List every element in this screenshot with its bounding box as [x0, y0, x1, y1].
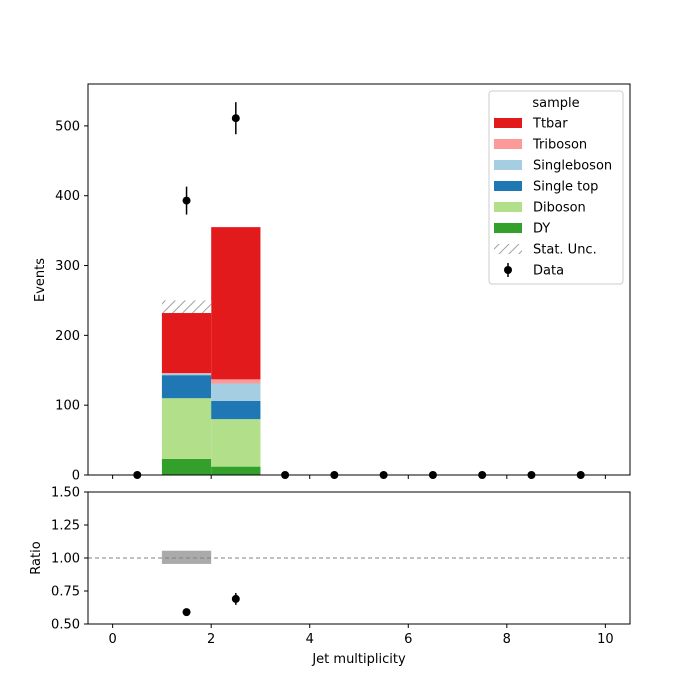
ratio-point-0	[182, 608, 191, 617]
bar-singleboson-bin-1	[161, 373, 212, 376]
bar-dy-bin-2	[211, 466, 261, 475]
ratio-frame	[87, 491, 631, 625]
ratio-x-ticks: 0 2 4 6 8 10	[108, 624, 614, 647]
legend-title: sample	[532, 96, 579, 111]
legend-label-data: Data	[533, 264, 564, 279]
ratio-y-axis-label: Ratio	[29, 541, 44, 574]
main-x-ticks	[112, 475, 606, 479]
stacked-bars	[161, 227, 261, 475]
ratio-y-tick-label-1.25: 1.25	[51, 519, 80, 534]
main-y-tick-label-0: 0	[72, 469, 80, 484]
main-y-tick-label-500: 500	[55, 119, 80, 134]
bar-diboson-bin-1	[161, 398, 212, 459]
legend-label-single-top: Single top	[533, 180, 598, 195]
legend-box	[488, 90, 624, 285]
legend-label-ttbar: Ttbar	[532, 117, 568, 132]
ratio-x-tick-label-8: 8	[503, 632, 511, 647]
ratio-x-tick-label-10: 10	[597, 632, 614, 647]
bar-single-top-bin-1	[161, 375, 212, 399]
main-y-tick-label-200: 200	[55, 329, 80, 344]
data-point-2	[231, 114, 240, 123]
main-y-ticks: 0 100 200 300 400 500	[55, 119, 88, 484]
main-y-tick-label-300: 300	[55, 259, 80, 274]
main-frame	[87, 83, 631, 476]
bar-diboson-bin-2	[211, 419, 261, 467]
legend-entries: Ttbar Triboson Singleboson Single top Diboso…	[494, 117, 612, 279]
bar-single-top-bin-2	[211, 400, 261, 420]
ratio-x-tick-label-6: 6	[404, 632, 412, 647]
main-y-tick-label-400: 400	[55, 189, 80, 204]
legend-swatch-dy	[494, 223, 522, 233]
bar-triboson-bin-2	[211, 379, 261, 384]
ratio-uncertainty-band	[161, 550, 212, 564]
bar-ttbar-bin-1	[161, 313, 212, 374]
ratio-y-tick-label-0.75: 0.75	[51, 585, 80, 600]
legend-label-singleboson: Singleboson	[533, 159, 612, 174]
legend-swatch-ttbar	[494, 118, 522, 128]
bar-singleboson-bin-2	[211, 383, 261, 401]
main-panel: 0 100 200 300 400 500 Events sample Ttbar Trib…	[33, 83, 631, 484]
ratio-panel: 0.50 0.75 1.00 1.25 1.50 0 2 4 6 8 10 Ratio Jet m…	[29, 486, 631, 667]
main-y-tick-label-100: 100	[55, 399, 80, 414]
ratio-x-tick-label-0: 0	[108, 632, 116, 647]
ratio-x-tick-label-2: 2	[207, 632, 215, 647]
ratio-y-tick-label-1.00: 1.00	[51, 552, 80, 567]
legend-swatch-singleboson	[494, 160, 522, 170]
bar-triboson-bin-1	[161, 373, 212, 374]
stat-uncertainty-band	[161, 300, 212, 314]
x-axis-label: Jet multiplicity	[311, 652, 406, 667]
ratio-y-tick-label-1.50: 1.50	[51, 486, 80, 501]
bar-ttbar-bin-2	[211, 227, 261, 380]
ratio-points	[182, 592, 240, 617]
ratio-y-tick-label-0.50: 0.50	[51, 618, 80, 633]
stat-unc-bin-1	[161, 300, 212, 314]
legend-swatch-stat-unc	[494, 244, 522, 254]
bar-dy-bin-1	[161, 458, 212, 475]
legend-label-diboson: Diboson	[533, 201, 586, 216]
legend-label-triboson: Triboson	[532, 138, 587, 153]
ratio-band-bin-1	[161, 550, 212, 564]
data-point-1	[182, 196, 191, 205]
ratio-x-tick-label-4: 4	[306, 632, 314, 647]
legend-swatch-diboson	[494, 202, 522, 212]
legend-marker-data	[504, 266, 512, 274]
legend-swatch-triboson	[494, 139, 522, 149]
legend-label-stat-unc: Stat. Unc.	[533, 243, 597, 258]
ratio-y-ticks: 0.50 0.75 1.00 1.25 1.50	[51, 486, 88, 633]
ratio-point-1	[231, 594, 240, 603]
legend-swatch-single-top	[494, 181, 522, 191]
legend-label-dy: DY	[533, 222, 550, 237]
main-y-axis-label: Events	[33, 258, 48, 302]
legend: sample Ttbar Triboson Singleboson Single to…	[488, 90, 624, 285]
